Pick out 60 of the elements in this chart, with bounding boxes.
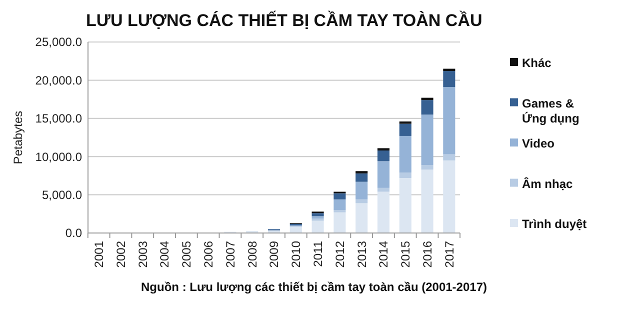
bar (377, 188, 390, 192)
bar (334, 199, 346, 210)
bar (421, 170, 434, 233)
x-tick-label: 2009 (267, 240, 282, 268)
bar (399, 172, 412, 178)
bar (443, 71, 456, 88)
x-tick-label: 2002 (114, 240, 128, 268)
bar (377, 192, 390, 233)
bar (356, 182, 368, 200)
bar (399, 136, 412, 173)
bar (421, 114, 434, 166)
x-tick-label: 2008 (245, 240, 260, 268)
bar (356, 203, 368, 233)
bar (334, 212, 346, 233)
x-tick-label: 2015 (398, 240, 413, 268)
x-tick-label: 2007 (223, 240, 238, 268)
legend-label: Khác (522, 56, 552, 70)
bar (443, 68, 456, 72)
legend-label: Trình duyệt (522, 217, 587, 231)
bar (356, 173, 368, 182)
bar (399, 178, 412, 233)
bar (377, 150, 390, 162)
bar (312, 220, 324, 233)
x-tick-label: 2014 (376, 240, 391, 268)
bar (334, 193, 346, 200)
bar (399, 124, 412, 136)
y-tick-label: 10,000.0 (35, 150, 82, 164)
y-tick-label: 20,000.0 (35, 73, 82, 88)
x-tick-label: 2016 (420, 240, 434, 268)
y-tick-label: 25,000.0 (35, 35, 82, 50)
y-tick-label: 15,000.0 (35, 112, 82, 126)
y-tick-label: 5,000.0 (42, 188, 82, 202)
x-tick-label: 2004 (158, 240, 172, 268)
bar (377, 161, 390, 188)
text: Nguồn : Lưu lượng các thiết bị cầm tay toàn cầu (2001-2017) (141, 280, 487, 294)
legend-label: Games & Ứng dụng (522, 96, 580, 126)
y-tick-label: 0.0 (65, 226, 82, 240)
bar (421, 165, 434, 170)
bar (421, 100, 434, 115)
bar (443, 87, 456, 154)
y-axis-title: Petabytes (11, 110, 25, 164)
x-tick-label: 2010 (289, 240, 304, 268)
x-tick-label: 2005 (180, 240, 194, 268)
x-tick-label: 2003 (136, 240, 150, 268)
x-tick-label: 2001 (92, 240, 106, 268)
bar (312, 218, 324, 221)
x-tick-label: 2011 (310, 240, 325, 267)
bar (356, 199, 368, 204)
x-tick-label: 2006 (202, 240, 216, 268)
chart-title: LƯU LƯỢNG CÁC THIẾT BỊ CẦM TAY TOÀN CẦU (86, 10, 482, 30)
x-tick-label: 2012 (332, 240, 347, 268)
x-tick-label: 2013 (354, 240, 369, 268)
bar (290, 226, 302, 233)
bar (443, 160, 456, 233)
bar (312, 213, 324, 216)
legend-label: Âm nhạc (522, 176, 574, 191)
bar (443, 154, 456, 160)
bar (421, 98, 434, 100)
x-tick-label: 2017 (442, 240, 456, 268)
legend-label: Video (522, 136, 554, 150)
